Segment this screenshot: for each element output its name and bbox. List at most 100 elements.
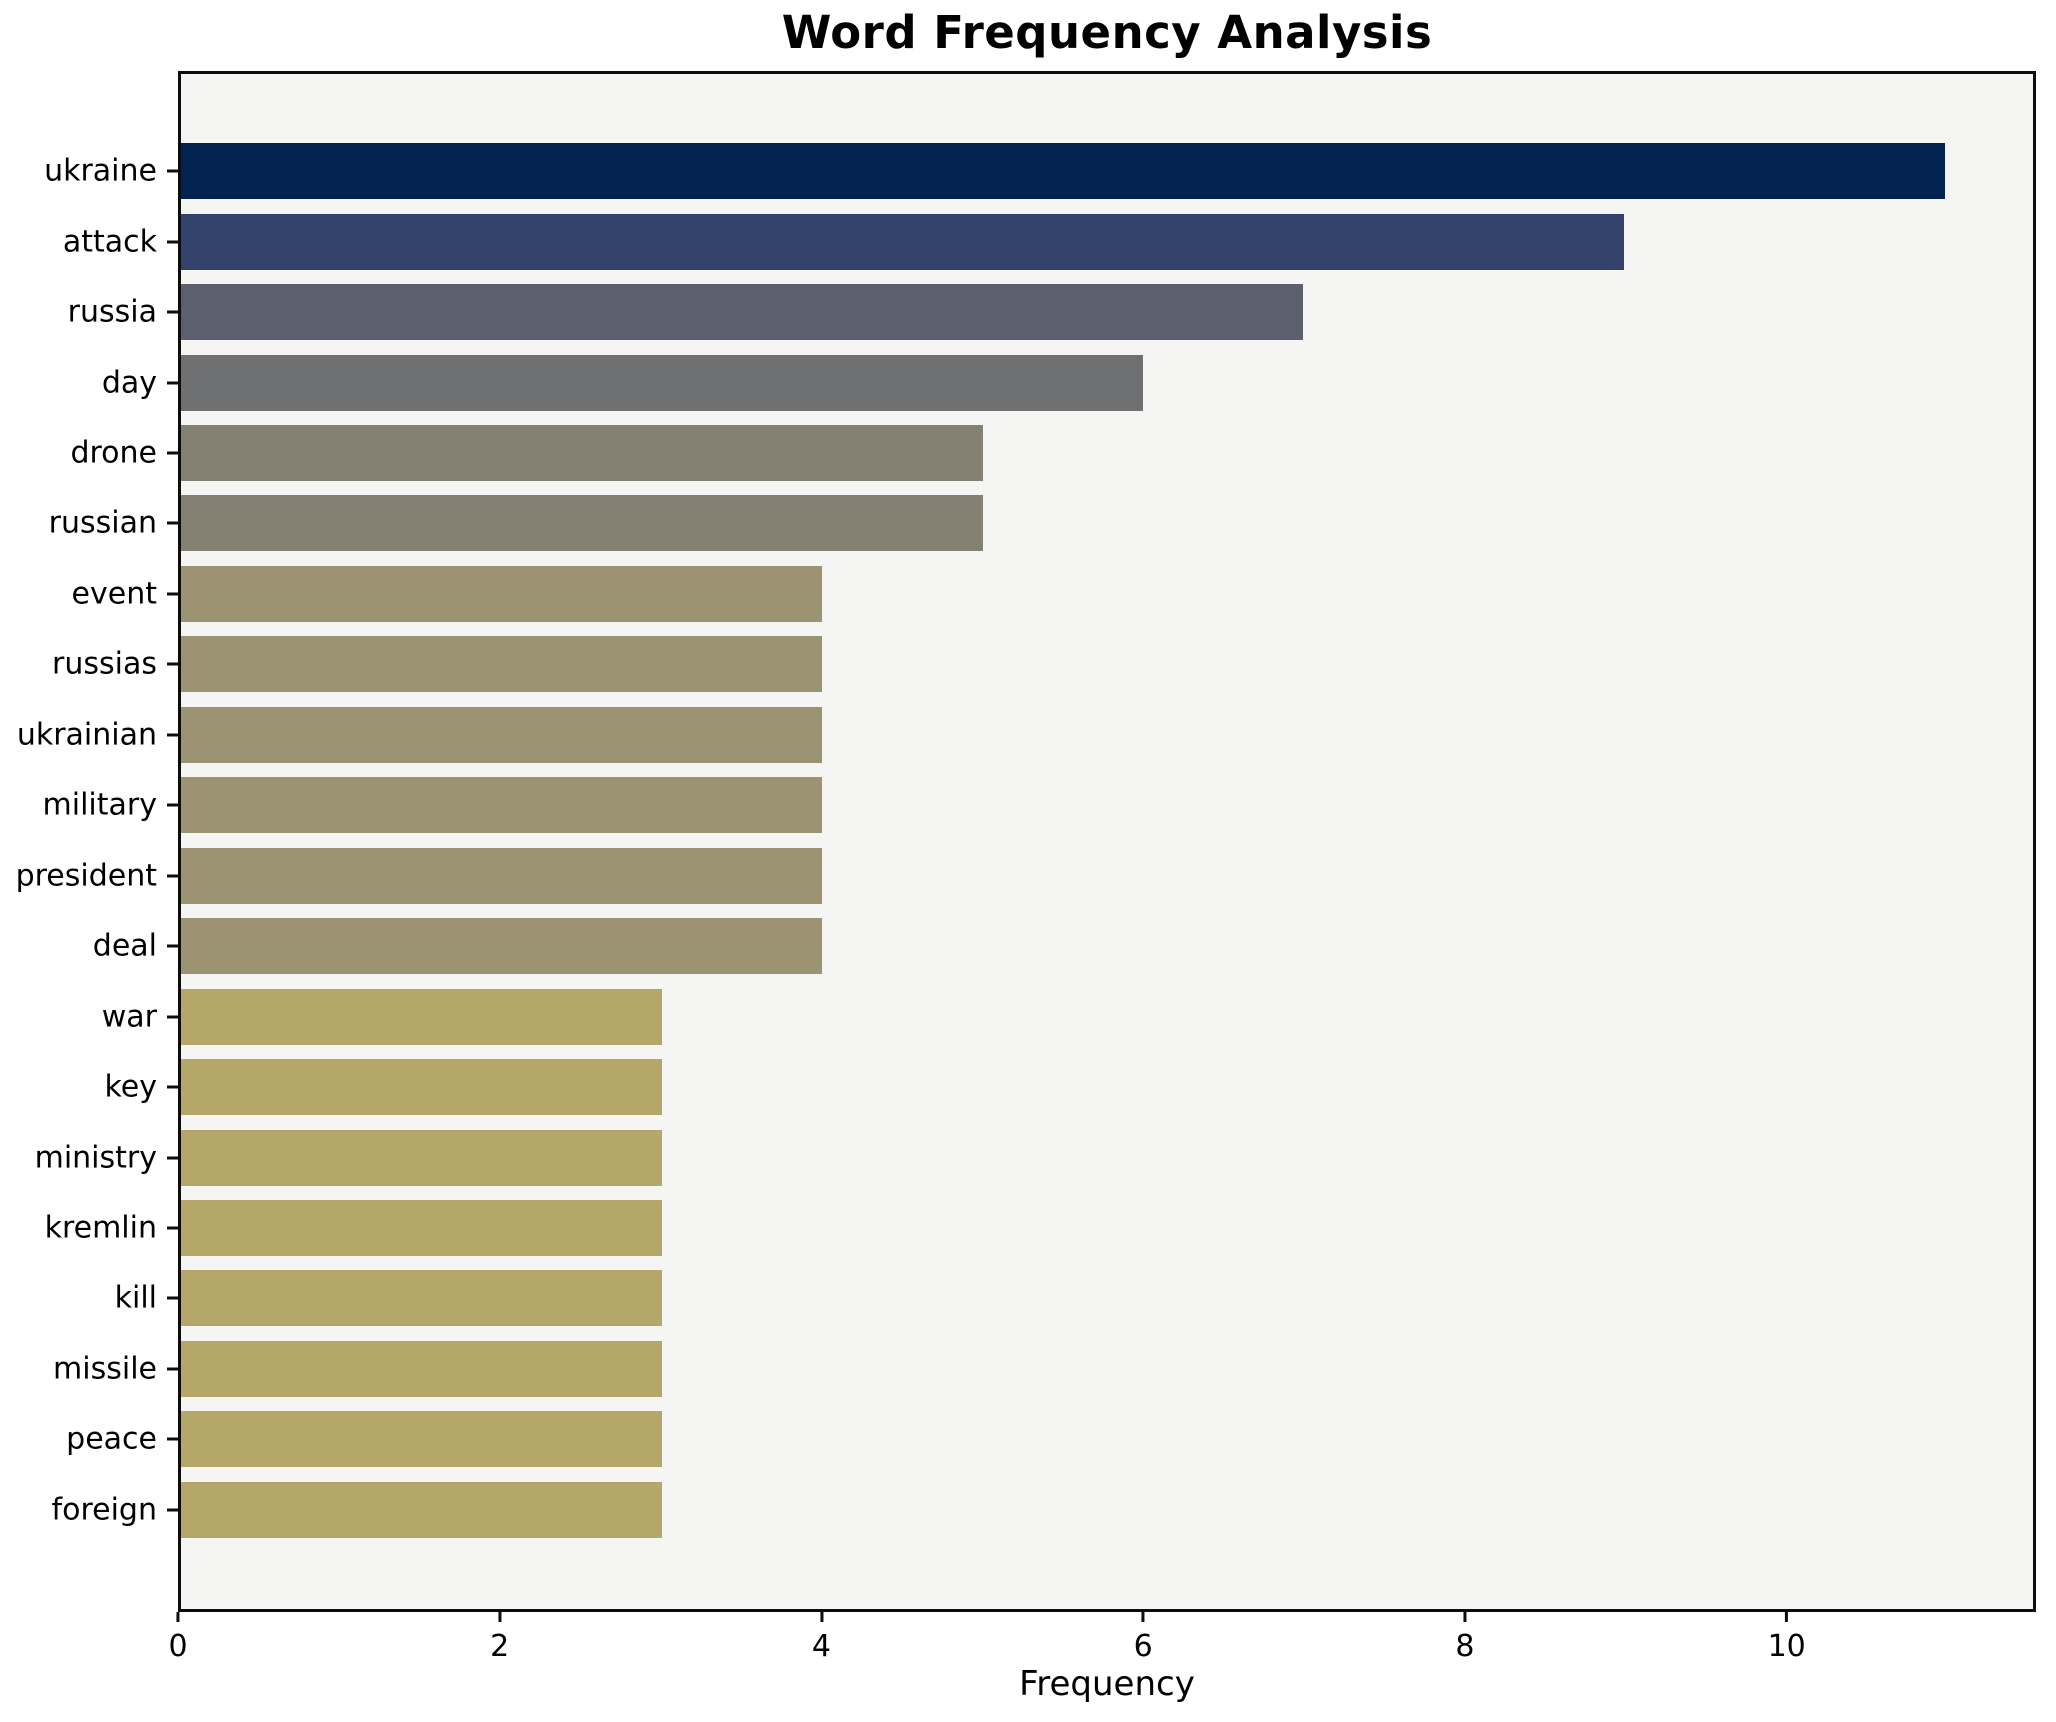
bar-row-attack: attack (63, 206, 2033, 276)
y-tick-label-missile: missile (53, 1351, 157, 1387)
x-tick-0: 0 (168, 1612, 188, 1664)
bar-russian (181, 495, 983, 552)
y-tick-label-attack: attack (62, 224, 157, 260)
x-tick-4: 4 (812, 1612, 831, 1664)
y-tick-label-kremlin: kremlin (44, 1210, 157, 1246)
y-tick-mark (167, 1226, 178, 1230)
y-tick-mark (167, 521, 178, 525)
x-tick-label: 0 (168, 1629, 188, 1664)
bar-row-russias: russias (52, 629, 2033, 699)
y-tick-mark (167, 803, 178, 807)
bar-row-drone: drone (70, 418, 2033, 488)
x-tick-mark (819, 1612, 823, 1622)
bar-russia (181, 284, 1304, 341)
y-tick-label-ukrainian: ukrainian (16, 717, 157, 753)
bar-ukraine (181, 143, 1945, 200)
y-tick-mark (167, 1437, 178, 1441)
y-tick-mark (167, 310, 178, 314)
bar-key (181, 1059, 663, 1116)
bar-ministry (181, 1129, 663, 1186)
y-tick-label-foreign: foreign (51, 1492, 157, 1528)
bar-row-event: event (72, 559, 2033, 629)
y-tick-mark (167, 662, 178, 666)
bar-row-day: day (102, 347, 2033, 417)
x-tick-label: 8 (1455, 1629, 1475, 1664)
y-tick-label-president: president (15, 858, 157, 894)
x-tick-mark (1463, 1612, 1467, 1622)
bar-row-war: war (102, 981, 2033, 1051)
bar-row-russia: russia (68, 277, 2033, 347)
y-tick-label-deal: deal (92, 928, 157, 964)
x-tick-mark (1141, 1612, 1145, 1622)
bar-missile (181, 1340, 663, 1397)
y-tick-label-kill: kill (114, 1280, 157, 1316)
y-tick-mark (167, 733, 178, 737)
x-tick-8: 8 (1455, 1612, 1474, 1664)
y-tick-mark (167, 1085, 178, 1089)
bar-row-russian: russian (49, 488, 2033, 558)
bar-kill (181, 1270, 663, 1327)
bar-day (181, 354, 1144, 411)
y-tick-label-military: military (42, 787, 157, 823)
x-tick-label: 2 (490, 1629, 510, 1664)
bar-president (181, 847, 823, 904)
bar-row-ukraine: ukraine (44, 136, 2033, 206)
y-tick-mark (167, 240, 178, 244)
bar-event (181, 565, 823, 622)
y-tick-label-russias: russias (52, 646, 157, 682)
y-tick-label-day: day (101, 365, 157, 401)
y-tick-label-key: key (104, 1069, 157, 1105)
y-tick-mark (167, 1015, 178, 1019)
bar-peace (181, 1411, 663, 1468)
x-tick-mark (1785, 1612, 1789, 1622)
bar-row-foreign: foreign (52, 1475, 2033, 1545)
y-tick-mark (167, 874, 178, 878)
x-tick-6: 6 (1134, 1612, 1153, 1664)
y-tick-mark (167, 169, 178, 173)
y-tick-label-ministry: ministry (34, 1140, 157, 1176)
bar-row-missile: missile (53, 1334, 2033, 1404)
x-tick-label: 4 (811, 1629, 831, 1664)
x-tick-label: 10 (1767, 1629, 1806, 1664)
y-tick-mark (167, 592, 178, 596)
bar-kremlin (181, 1200, 663, 1257)
bar-war (181, 988, 663, 1045)
bar-ukrainian (181, 706, 823, 763)
bar-deal (181, 918, 823, 975)
y-tick-mark (167, 1508, 178, 1512)
bar-row-military: military (43, 770, 2033, 840)
y-tick-mark (167, 1156, 178, 1160)
y-tick-label-event: event (71, 576, 157, 612)
y-tick-mark (167, 1367, 178, 1371)
x-tick-mark (498, 1612, 502, 1622)
bars: ukraine attack russia day drone russian event r… (16, 136, 2033, 1545)
y-tick-label-war: war (101, 999, 157, 1035)
bar-military (181, 777, 823, 834)
bar-row-kremlin: kremlin (45, 1193, 2033, 1263)
bar-row-ministry: ministry (35, 1122, 2033, 1192)
plot-area: ukraine attack russia day drone russian event r… (16, 71, 2036, 1612)
y-tick-mark (167, 944, 178, 948)
x-tick-10: 10 (1768, 1612, 1806, 1664)
y-tick-mark (167, 451, 178, 455)
bar-row-peace: peace (66, 1404, 2033, 1474)
y-tick-label-russian: russian (48, 505, 157, 541)
bar-attack (181, 213, 1625, 270)
y-tick-label-drone: drone (70, 435, 157, 471)
bar-row-deal: deal (93, 911, 2033, 981)
y-tick-label-ukraine: ukraine (44, 153, 157, 189)
y-tick-label-russia: russia (67, 294, 157, 330)
y-tick-mark (167, 381, 178, 385)
bar-row-president: president (16, 841, 2033, 911)
x-axis-label: Frequency (1019, 1664, 1195, 1704)
bar-row-key: key (104, 1052, 2033, 1122)
x-tick-label: 6 (1133, 1629, 1153, 1664)
bar-row-ukrainian: ukrainian (17, 700, 2033, 770)
bar-foreign (181, 1481, 663, 1538)
bar-row-kill: kill (115, 1263, 2033, 1333)
x-tick-2: 2 (490, 1612, 509, 1664)
chart-title: Word Frequency Analysis (781, 6, 1433, 59)
y-tick-label-peace: peace (66, 1421, 157, 1457)
bar-drone (181, 425, 983, 482)
